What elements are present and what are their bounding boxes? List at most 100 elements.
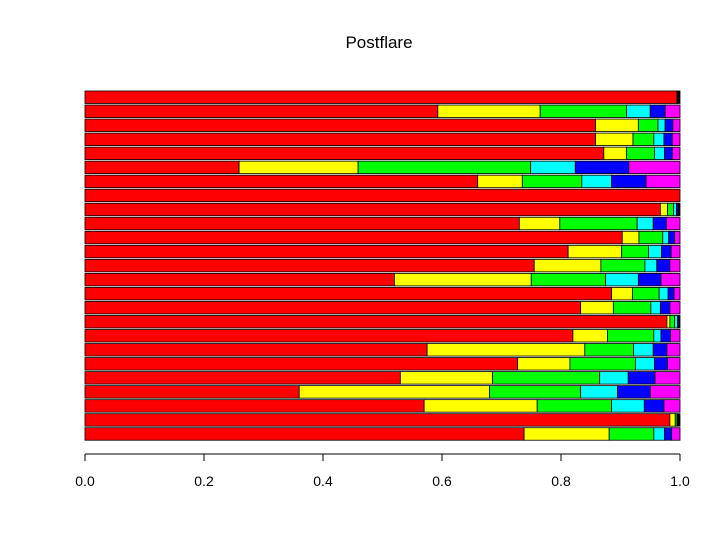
bar-segment [671,427,681,441]
bar-segment [663,132,673,146]
bar-segment [599,371,629,385]
x-tick-label: 0.4 [313,473,333,489]
bar-segment [654,146,665,161]
bar-segment [627,371,656,385]
bar-segment [84,132,596,146]
bar-segment [652,216,667,231]
bar-segment [84,343,428,357]
bar-segment [621,230,640,245]
x-tick-label: 0.6 [432,473,452,489]
bar-segment [84,146,605,161]
bar-segment [84,216,520,231]
bar-segment [399,371,493,385]
bar-segment [670,244,681,259]
bar-segment [595,132,634,146]
bar-segment [633,343,654,357]
bar-segment [656,258,671,273]
bar-segment [84,272,395,287]
bar-segment [666,343,681,357]
bar-segment [567,244,623,259]
bar-segment [521,174,583,189]
bar-segment [539,104,627,118]
bar-segment [580,301,614,315]
bar-segment [621,244,649,259]
bar-row [84,146,681,161]
bar-row [84,188,681,203]
bar-segment [628,160,681,175]
bar-segment [678,315,681,329]
bar-segment [84,174,479,189]
x-tick-label: 1.0 [670,473,690,489]
bar-segment [668,230,676,245]
bar-segment [84,160,240,175]
x-tick-label: 0.0 [75,473,95,489]
bar-segment [533,258,602,273]
bar-segment [657,118,666,132]
bar-segment [84,244,569,259]
bar-segment [672,118,681,132]
bar-segment [638,230,664,245]
bar-segment [644,258,658,273]
bar-segment [580,385,618,399]
bar-segment [659,301,671,315]
bar-segment [669,258,681,273]
bar-row [84,104,681,118]
bar-segment [518,216,561,231]
bar-segment [84,202,661,217]
bar-segment [626,146,655,161]
bar-segment [536,399,612,413]
bar-row [84,258,681,273]
bar-segment [84,188,681,203]
bar-segment [648,244,662,259]
bar-segment [643,399,665,413]
bar-segment [637,272,662,287]
bar-segment [634,357,655,371]
bar-row [84,315,681,329]
bar-segment [664,104,681,118]
bar-segment [664,118,674,132]
bar-segment [84,258,535,273]
bar-segment [637,118,659,132]
bar-segment [658,287,669,301]
bar-segment [663,399,681,413]
bar-segment [671,132,681,146]
bar-segment [84,287,612,301]
bar-segment [632,132,655,146]
bar-segment [84,315,668,329]
bar-segment [674,230,681,245]
bar-segment [84,90,678,104]
bar-segment [84,371,401,385]
bar-segment [595,118,639,132]
bar-segment [666,315,671,329]
bar-segment [667,357,681,371]
x-tick-label: 0.2 [194,473,214,489]
bar-segment [673,202,677,217]
bar-segment [659,202,668,217]
bar-segment [664,427,673,441]
bar-segment [661,244,672,259]
bar-row [84,371,681,385]
bar-segment [650,301,661,315]
bar-segment [523,427,610,441]
bars-group [84,90,681,441]
bar-segment [660,272,681,287]
bar-row [84,287,681,301]
bar-segment [600,258,646,273]
bar-row [84,160,681,175]
bar-segment [632,287,660,301]
bar-row [84,118,681,132]
bar-segment [84,230,623,245]
bar-segment [653,329,662,343]
bar-segment [357,160,532,175]
bar-segment [423,399,538,413]
bar-segment [437,104,541,118]
x-axis: 0.0 0.2 0.4 0.6 0.8 1.0 [75,453,690,489]
bar-segment [393,272,532,287]
bar-segment [559,216,638,231]
bar-segment [667,287,675,301]
bar-segment [649,385,681,399]
bar-segment [674,315,679,329]
bar-segment [530,160,576,175]
bar-segment [84,413,671,427]
bar-segment [654,371,681,385]
